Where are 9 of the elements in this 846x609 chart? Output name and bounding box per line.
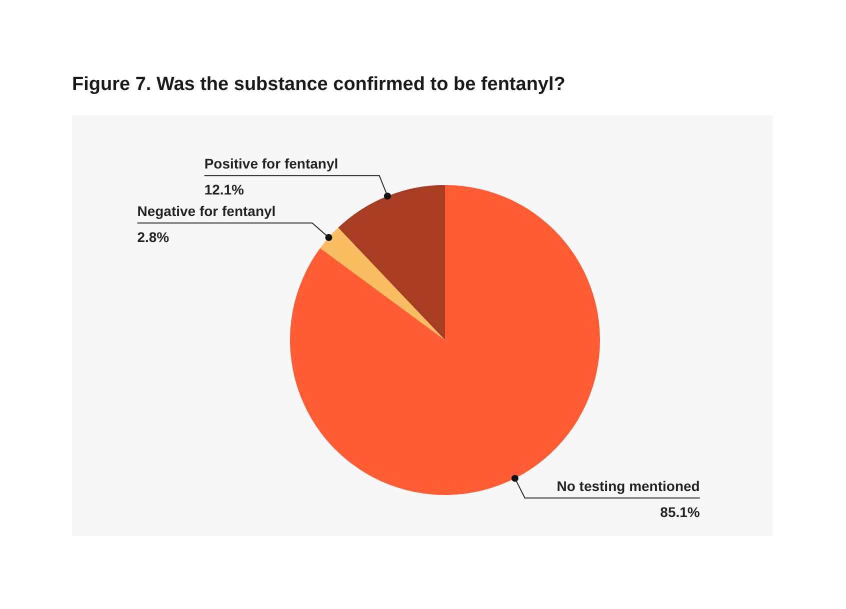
data-label: 85.1% [660, 504, 700, 520]
data-label: 2.8% [137, 228, 170, 245]
chart-title: Figure 7. Was the substance confirmed to be fentanyl? [72, 74, 566, 96]
pie-slice [338, 185, 445, 340]
slice-label: Negative for fentanyl [137, 202, 276, 219]
slice-label: No testing mentioned [556, 478, 700, 494]
data-label: 12.1% [204, 182, 245, 198]
slice-label: Positive for fentanyl [204, 156, 338, 172]
pie-slice [320, 228, 445, 340]
